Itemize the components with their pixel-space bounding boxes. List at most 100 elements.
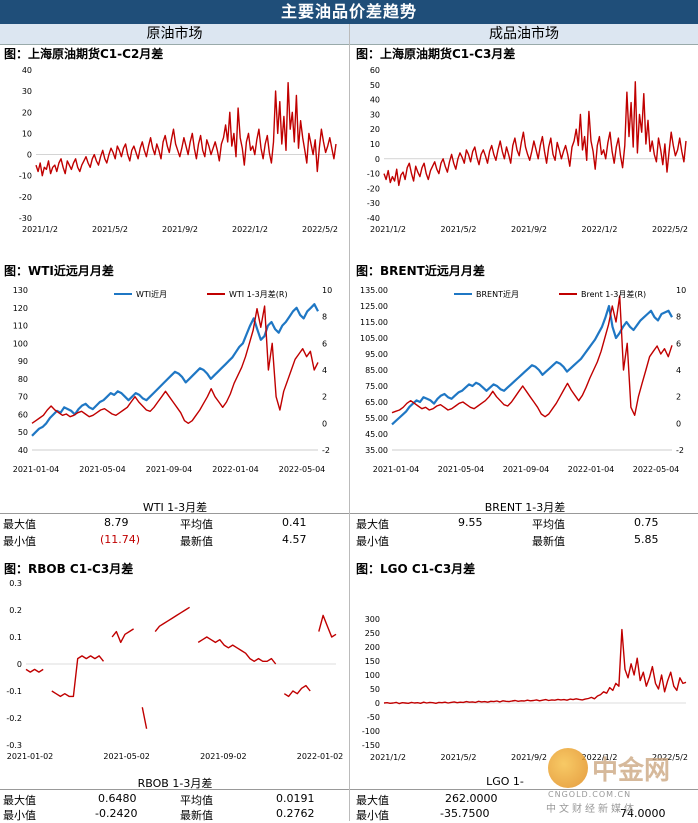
x-tick-label: 2021-01-04	[13, 465, 60, 474]
y-tick-label: 35.00	[365, 446, 388, 455]
y2-tick-label: -2	[676, 446, 684, 455]
y-tick-label: 100	[365, 671, 380, 680]
section-header-products: 成品油市场	[350, 24, 698, 45]
x-tick-label: 2021-01-04	[373, 465, 420, 474]
y-tick-label: 95.00	[365, 350, 388, 359]
wti-max-label: 最大值	[3, 518, 36, 531]
y-tick-label: 60	[370, 66, 380, 75]
y-tick-label: 70	[18, 393, 28, 402]
y-tick-label: 0	[27, 151, 32, 160]
chart-title-c6: 图：LGO C1-C3月差	[356, 562, 476, 576]
y-tick-label: 0.1	[9, 633, 22, 642]
x-tick-label: 2021/9/2	[511, 753, 547, 762]
lgo-stats-title: LGO 1-	[486, 775, 524, 788]
y2-tick-label: 2	[322, 393, 327, 402]
legend-label: Brent 1-3月差(R)	[581, 289, 646, 299]
x-tick-label: 2022/5/2	[652, 225, 688, 234]
x-tick-label: 2021/1/2	[370, 225, 406, 234]
legend-label: WTI近月	[136, 289, 167, 299]
y-tick-label: 250	[365, 629, 380, 638]
lgo-max-label: 最大值	[356, 794, 389, 807]
y-tick-label: 50	[370, 81, 380, 90]
watermark-domain: CNGOLD.COM.CN	[548, 790, 632, 799]
section-header-crude: 原油市场	[0, 24, 349, 45]
brent-max-value: 9.55	[458, 516, 483, 529]
y-tick-label: 20	[370, 125, 380, 134]
y2-tick-label: 4	[676, 366, 681, 375]
y-tick-label: -50	[367, 713, 380, 722]
y-tick-label: 60	[18, 410, 28, 419]
x-tick-label: 2021-01-02	[7, 752, 54, 761]
lgo-last-value: 74.0000	[620, 807, 666, 820]
x-tick-label: 2021-09-04	[146, 465, 193, 474]
x-tick-label: 2021/9/2	[162, 225, 198, 234]
wti-min-value: (11.74)	[100, 533, 141, 546]
rbob-stats-title: RBOB 1-3月差	[137, 777, 213, 790]
wti-avg-value: 0.41	[282, 516, 307, 529]
y-tick-label: -10	[19, 172, 32, 181]
y-tick-label: 85.00	[365, 366, 388, 375]
y-tick-label: 55.00	[365, 414, 388, 423]
lgo-stats-rule	[350, 789, 698, 790]
y-tick-label: -20	[19, 193, 32, 202]
y-tick-label: 90	[18, 357, 28, 366]
y-tick-label: 0.2	[9, 606, 22, 615]
x-tick-label: 2022-01-04	[568, 465, 615, 474]
brent-last-value: 5.85	[634, 533, 659, 546]
x-tick-label: 2022-01-04	[212, 465, 259, 474]
y-tick-label: 50	[370, 685, 380, 694]
y-tick-label: 65.00	[365, 398, 388, 407]
brent-stats-title: BRENT 1-3月差	[484, 501, 566, 514]
x-tick-label: 2021/1/2	[22, 225, 58, 234]
series-line-1	[391, 295, 673, 418]
chart-rbob-spread: -0.3 -0.2 -0.1 0 0.1 0.2 0.3 2021-01-02 2021-05-…	[6, 579, 343, 761]
y2-tick-label: 0	[676, 419, 681, 428]
series-line-0	[383, 628, 687, 705]
rbob-avg-value: 0.0191	[276, 792, 315, 805]
y2-tick-label: 10	[322, 286, 332, 295]
y-tick-label: 125.00	[360, 302, 388, 311]
y-tick-label: -0.1	[6, 687, 22, 696]
series-line-0	[391, 304, 673, 426]
y-tick-label: -40	[367, 214, 380, 223]
series-line-1	[31, 305, 319, 424]
y-tick-label: 100	[13, 339, 28, 348]
y-tick-label: 115.00	[360, 318, 388, 327]
brent-stats-rule	[350, 513, 698, 514]
rbob-min-value: -0.2420	[95, 807, 138, 820]
y-tick-label: 30	[22, 87, 32, 96]
rbob-last-value: 0.2762	[276, 807, 315, 820]
x-tick-label: 2022/1/2	[232, 225, 268, 234]
series-line-0	[25, 606, 337, 729]
y-tick-label: 45.00	[365, 430, 388, 439]
series-line-0	[35, 82, 337, 177]
y-tick-label: 10	[22, 129, 32, 138]
y-tick-label: 40	[18, 446, 28, 455]
y-tick-label: -30	[367, 199, 380, 208]
wti-avg-label: 平均值	[180, 518, 213, 531]
y-tick-label: 200	[365, 643, 380, 652]
x-tick-label: 2021/9/2	[511, 225, 547, 234]
legend-label: BRENT近月	[476, 289, 519, 299]
rbob-stats-rule	[0, 789, 349, 790]
y-tick-label: 105.00	[360, 334, 388, 343]
y-tick-label: 0	[375, 699, 380, 708]
x-tick-label: 2021-09-04	[503, 465, 550, 474]
x-tick-label: 2021-09-02	[200, 752, 247, 761]
chart-shfe-c1-c2: -30 -20 -10 0 10 20 30 40 2021/1/2 2021/5/2 2021/9…	[19, 66, 338, 234]
x-tick-label: 2021/5/2	[441, 753, 477, 762]
chart-title-c5: 图：RBOB C1-C3月差	[4, 562, 134, 576]
y-tick-label: 120	[13, 304, 28, 313]
y-tick-label: -30	[19, 214, 32, 223]
watermark-brand: 中金网	[592, 756, 671, 786]
lgo-max-value: 262.0000	[445, 792, 498, 805]
x-tick-label: 2021-05-04	[79, 465, 126, 474]
y-tick-label: 30	[370, 110, 380, 119]
y-tick-label: -0.2	[6, 714, 22, 723]
legend-label: WTI 1-3月差(R)	[229, 289, 288, 299]
y-tick-label: 0	[375, 155, 380, 164]
page-title: 主要油品价差趋势	[0, 0, 698, 24]
y2-tick-label: 10	[676, 286, 686, 295]
x-tick-label: 2021/5/2	[441, 225, 477, 234]
y2-tick-label: 4	[322, 366, 327, 375]
